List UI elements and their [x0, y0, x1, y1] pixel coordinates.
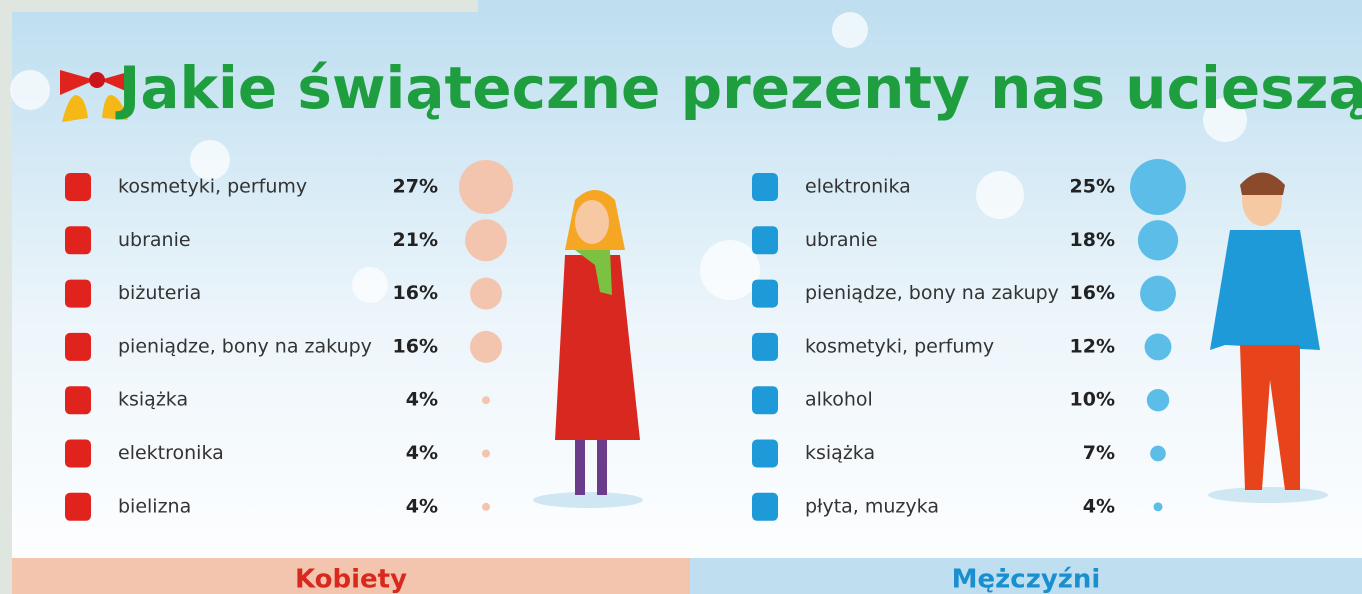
category-label: książka: [118, 389, 188, 411]
icon: [65, 440, 91, 468]
icon: [752, 440, 778, 468]
men-label: Mężczyźni: [952, 565, 1101, 594]
icon: [65, 173, 91, 201]
category-label: biżuteria: [118, 282, 201, 304]
dot: [1138, 220, 1178, 260]
dot: [1150, 446, 1166, 462]
icon: [65, 280, 91, 308]
value-label: 4%: [406, 495, 438, 517]
value-label: 7%: [1083, 442, 1115, 464]
dot: [459, 160, 513, 214]
dot: [1130, 159, 1186, 215]
icon: [65, 226, 91, 254]
icon: [65, 386, 91, 414]
category-label: kosmetyki, perfumy: [805, 335, 994, 357]
panel-top: [478, 0, 1362, 14]
category-label: bielizna: [118, 495, 191, 517]
value-label: 16%: [393, 282, 438, 304]
icon: [752, 493, 778, 521]
icon: [752, 280, 778, 308]
category-label: płyta, muzyka: [805, 495, 939, 517]
value-label: 10%: [1070, 389, 1115, 411]
value-label: 18%: [1070, 229, 1115, 251]
icon: [752, 226, 778, 254]
dot: [482, 396, 490, 404]
value-label: 4%: [406, 389, 438, 411]
category-label: elektronika: [118, 442, 224, 464]
category-label: alkohol: [805, 389, 873, 411]
dot: [465, 219, 507, 261]
dot: [482, 450, 490, 458]
dot: [1154, 502, 1163, 511]
category-label: ubranie: [805, 229, 878, 251]
value-label: 16%: [393, 335, 438, 357]
category-label: ubranie: [118, 229, 191, 251]
category-label: kosmetyki, perfumy: [118, 176, 307, 198]
dot: [1145, 333, 1172, 360]
value-label: 27%: [393, 176, 438, 198]
value-label: 25%: [1070, 176, 1115, 198]
dot: [1140, 276, 1176, 312]
dot: [1147, 389, 1169, 411]
icon: [752, 386, 778, 414]
icon: [752, 333, 778, 361]
value-label: 16%: [1070, 282, 1115, 304]
value-label: 4%: [1083, 495, 1115, 517]
value-label: 12%: [1070, 335, 1115, 357]
dot: [482, 503, 490, 511]
icon: [65, 333, 91, 361]
women-label: Kobiety: [295, 565, 407, 594]
category-label: pieniądze, bony na zakupy: [805, 282, 1059, 304]
page: Jakie świąteczne prezenty nas ucieszą? K…: [0, 0, 1362, 594]
icon: [65, 493, 91, 521]
value-label: 21%: [393, 229, 438, 251]
category-label: książka: [805, 442, 875, 464]
dot: [470, 331, 502, 363]
title: Jakie świąteczne prezenty nas ucieszą?: [115, 54, 1362, 122]
category-label: pieniądze, bony na zakupy: [118, 335, 372, 357]
icon: [752, 173, 778, 201]
infographic: Jakie świąteczne prezenty nas ucieszą? K…: [0, 0, 1362, 594]
category-label: elektronika: [805, 176, 911, 198]
dot: [470, 278, 502, 310]
value-label: 4%: [406, 442, 438, 464]
